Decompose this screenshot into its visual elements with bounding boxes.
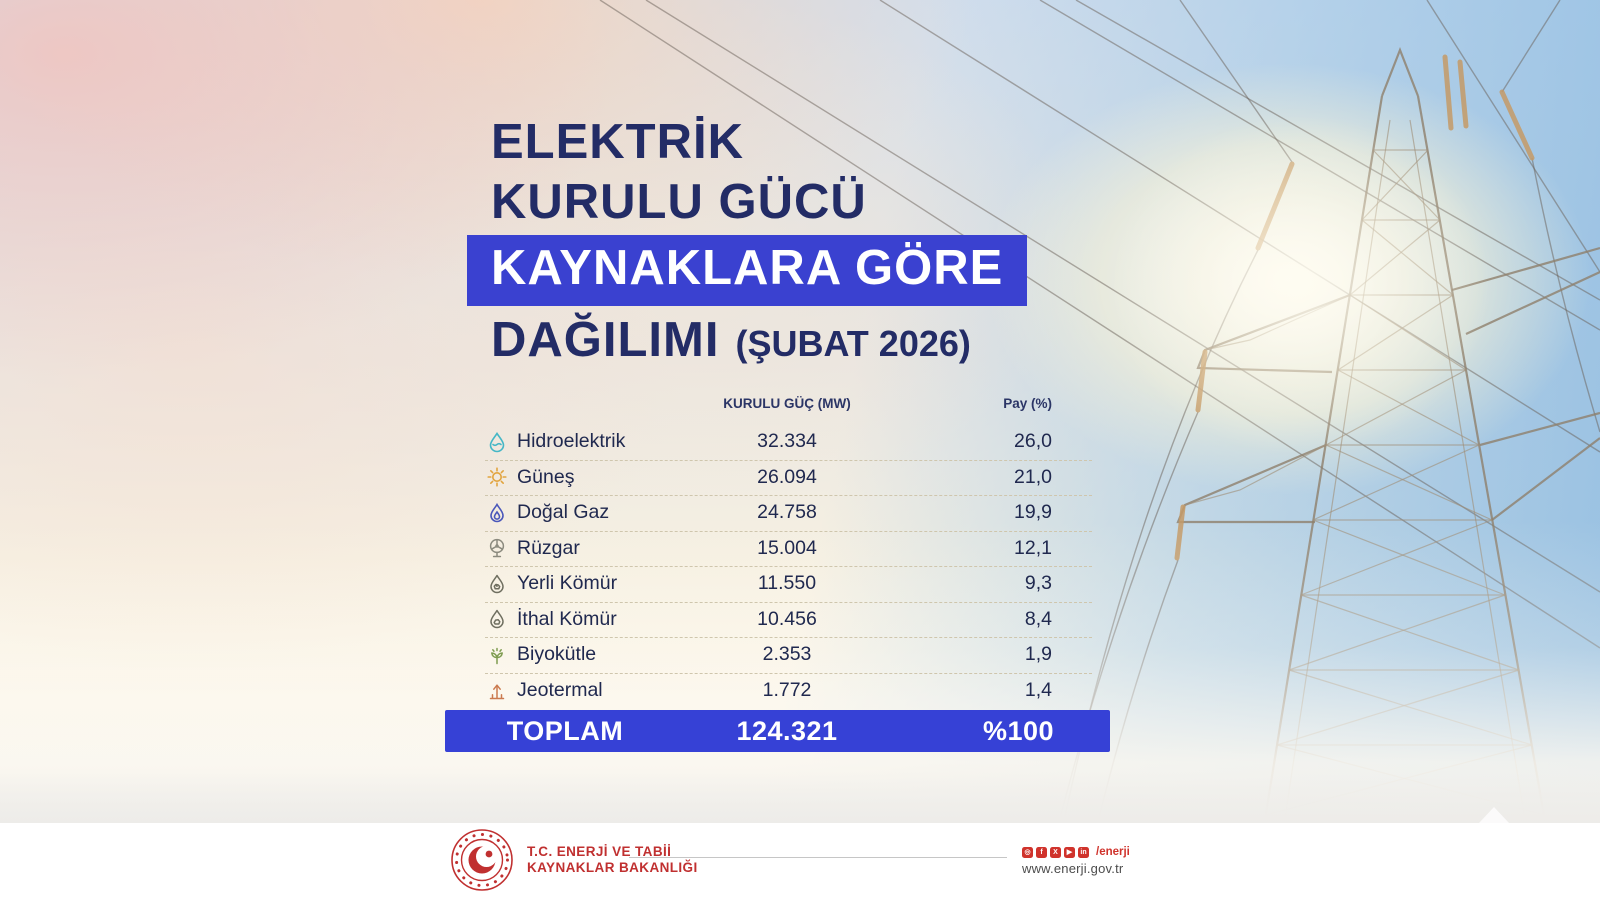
table-row: Jeotermal 1.772 1,4 — [445, 672, 1110, 709]
title-line-3: KAYNAKLARA GÖRE — [491, 241, 1004, 295]
row-share: 1,9 — [1024, 643, 1052, 666]
row-share: 8,4 — [1024, 607, 1052, 630]
ministry-brand: T.C. ENERJİ VE TABİİ KAYNAKLAR BAKANLIĞI — [450, 828, 698, 892]
facebook-icon[interactable]: f — [1036, 846, 1047, 858]
ministry-line-1: T.C. ENERJİ VE TABİİ — [527, 843, 672, 859]
column-share: Pay (%) — [1003, 396, 1052, 411]
imported-coal-icon — [486, 608, 508, 630]
footer-divider — [629, 857, 1007, 858]
row-label: Biyokütle — [517, 643, 597, 666]
table-row: Rüzgar 15.004 12,1 — [445, 530, 1110, 567]
row-capacity: 11.550 — [757, 572, 817, 595]
youtube-icon[interactable]: ▶ — [1064, 846, 1075, 858]
row-share: 19,9 — [1014, 501, 1052, 524]
table-row: Yerli Kömür 11.550 9,3 — [445, 566, 1110, 602]
page-title: ELEKTRİK KURULU GÜCÜ KAYNAKLARA GÖRE DAĞ… — [467, 112, 1028, 370]
row-capacity: 1.772 — [762, 678, 812, 701]
total-share: %100 — [982, 715, 1054, 746]
row-label: Doğal Gaz — [517, 501, 610, 524]
tower-bracing — [1184, 119, 1545, 839]
table-row: Hidroelektrik 32.334 26,0 — [445, 424, 1110, 460]
row-label: Rüzgar — [517, 536, 580, 559]
total-capacity: 124.321 — [736, 715, 838, 746]
footer: T.C. ENERJİ VE TABİİ KAYNAKLAR BAKANLIĞI… — [0, 807, 1600, 900]
total-row: TOPLAM 124.321 %100 — [445, 710, 1110, 752]
row-share: 1,4 — [1024, 678, 1052, 701]
geothermal-icon — [486, 679, 508, 701]
row-label: Güneş — [517, 465, 575, 488]
footer-transition-band — [0, 772, 1600, 823]
row-label: Jeotermal — [517, 678, 603, 701]
wind-icon — [486, 537, 508, 559]
row-capacity: 15.004 — [757, 536, 817, 559]
social-handle: /enerji — [1096, 846, 1130, 858]
title-line-1: ELEKTRİK — [491, 115, 744, 169]
row-label: İthal Kömür — [517, 607, 617, 630]
hydro-icon — [486, 431, 508, 453]
footer-arrow-decoration — [1479, 807, 1509, 823]
title-line-2: KURULU GÜCÜ — [491, 175, 867, 229]
row-label: Hidroelektrik — [517, 430, 626, 453]
table-row: Doğal Gaz 24.758 19,9 — [445, 495, 1110, 531]
row-capacity: 2.353 — [762, 643, 812, 666]
ministry-name: T.C. ENERJİ VE TABİİ KAYNAKLAR BAKANLIĞI — [527, 844, 698, 877]
linkedin-icon[interactable]: in — [1078, 846, 1089, 858]
column-capacity: KURULU GÜÇ (MW) — [723, 396, 851, 411]
row-capacity: 24.758 — [757, 501, 817, 524]
row-share: 12,1 — [1014, 536, 1052, 559]
domestic-coal-icon — [486, 573, 508, 595]
title-highlight-bar: KAYNAKLARA GÖRE — [467, 235, 1028, 306]
ministry-line-2: KAYNAKLAR BAKANLIĞI — [527, 860, 698, 875]
row-share: 26,0 — [1014, 430, 1052, 453]
row-share: 21,0 — [1014, 465, 1052, 488]
ministry-logo — [451, 829, 513, 891]
x-icon[interactable]: X — [1050, 846, 1061, 858]
row-capacity: 10.456 — [757, 607, 817, 630]
table-header: KURULU GÜÇ (MW) Pay (%) — [445, 396, 1110, 424]
table-row: Güneş 26.094 21,0 — [445, 459, 1110, 496]
row-capacity: 32.334 — [757, 430, 817, 453]
biomass-icon — [486, 644, 508, 666]
title-line-4: DAĞILIMI — [491, 313, 720, 367]
table-row: Biyokütle 2.353 1,9 — [445, 637, 1110, 673]
row-label: Yerli Kömür — [517, 572, 618, 595]
tower-frame — [1176, 46, 1600, 839]
website-url[interactable]: www.enerji.gov.tr — [1022, 861, 1124, 876]
footer-social: ◎ f X ▶ in /enerji www.enerji.gov.tr — [1022, 846, 1130, 876]
sun-icon — [486, 466, 508, 488]
instagram-icon[interactable]: ◎ — [1022, 846, 1033, 858]
row-capacity: 26.094 — [757, 465, 817, 488]
row-share: 9,3 — [1024, 572, 1052, 595]
title-date: (ŞUBAT 2026) — [735, 323, 971, 364]
table-row: İthal Kömür 10.456 8,4 — [445, 601, 1110, 638]
capacity-table: KURULU GÜÇ (MW) Pay (%) Hidroelektrik 32… — [445, 396, 1110, 752]
gas-icon — [486, 502, 508, 524]
total-label: TOPLAM — [506, 715, 624, 746]
